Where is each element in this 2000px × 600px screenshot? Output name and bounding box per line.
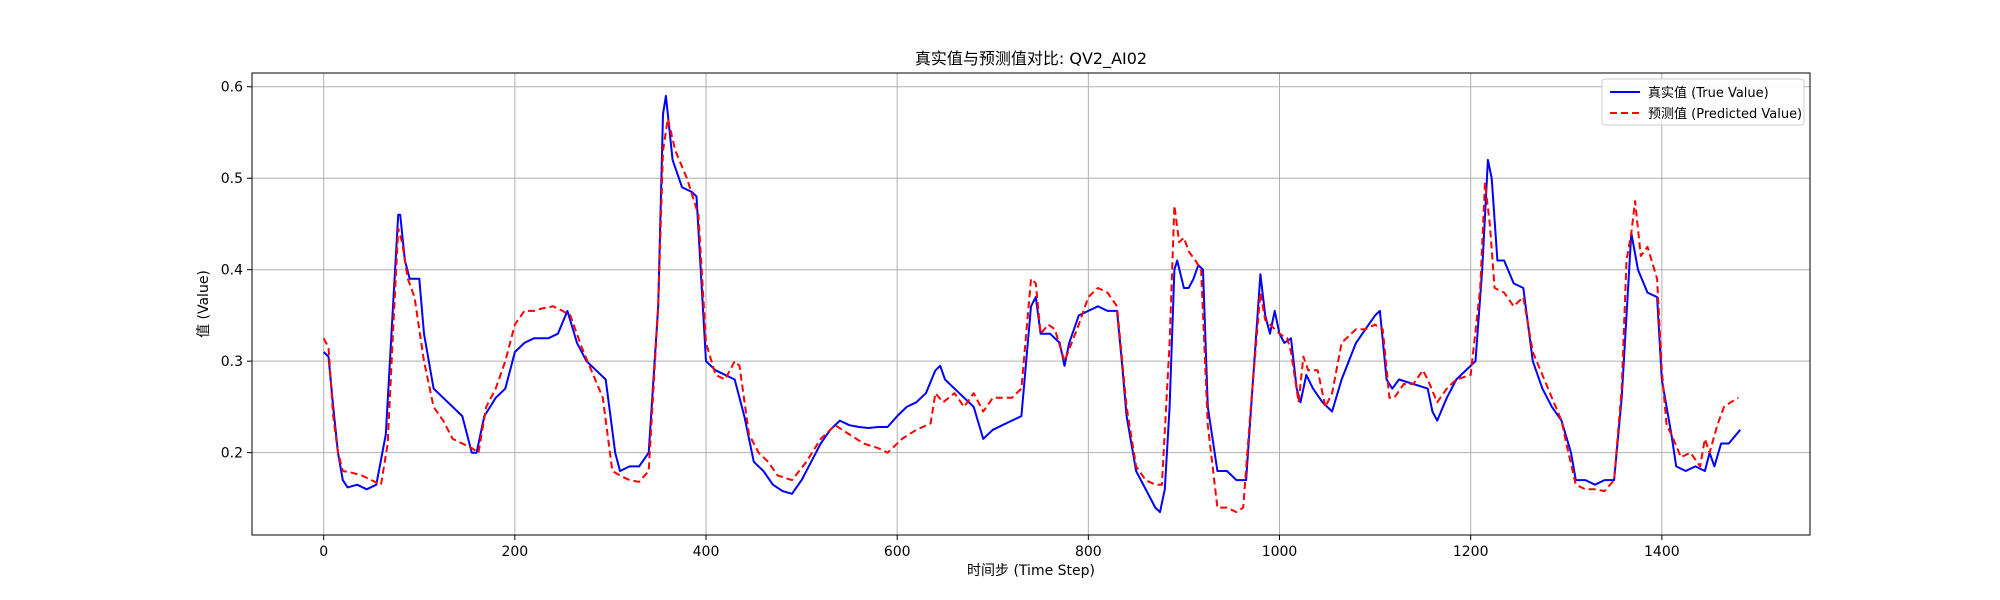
x-axis-label: 时间步 (Time Step) <box>967 563 1095 579</box>
x-tick-label: 1200 <box>1453 544 1489 560</box>
y-axis: 0.2 0.3 0.4 0.5 0.6 <box>221 80 252 462</box>
x-tick-label: 1400 <box>1644 544 1680 560</box>
x-tick-label: 0 <box>319 544 328 560</box>
y-tick-label: 0.5 <box>221 171 243 187</box>
legend-box <box>1601 78 1805 126</box>
y-axis-label: 值 (Value) <box>196 270 212 338</box>
legend-label-predicted: 预测值 (Predicted Value) <box>1648 106 1802 122</box>
y-tick-label: 0.6 <box>221 80 243 96</box>
x-tick-label: 600 <box>884 544 911 560</box>
plot-area-frame <box>251 72 1811 536</box>
y-tick-label: 0.4 <box>221 263 243 279</box>
grid <box>252 73 1810 535</box>
x-tick-label: 400 <box>693 544 720 560</box>
y-tick-label: 0.2 <box>221 446 243 462</box>
legend: 真实值 (True Value) 预测值 (Predicted Value) <box>1601 78 1805 126</box>
x-axis: 0 200 400 600 800 1000 1200 1400 <box>319 535 1680 560</box>
x-tick-label: 1000 <box>1262 544 1298 560</box>
x-tick-label: 200 <box>501 544 528 560</box>
series-line-predicted <box>322 117 1739 514</box>
chart-title: 真实值与预测值对比: QV2_AI02 <box>915 49 1147 69</box>
y-tick-label: 0.3 <box>221 354 243 370</box>
x-tick-label: 800 <box>1075 544 1102 560</box>
series-line-true <box>323 94 1741 514</box>
series-lines <box>322 94 1741 514</box>
legend-label-true: 真实值 (True Value) <box>1648 85 1769 101</box>
